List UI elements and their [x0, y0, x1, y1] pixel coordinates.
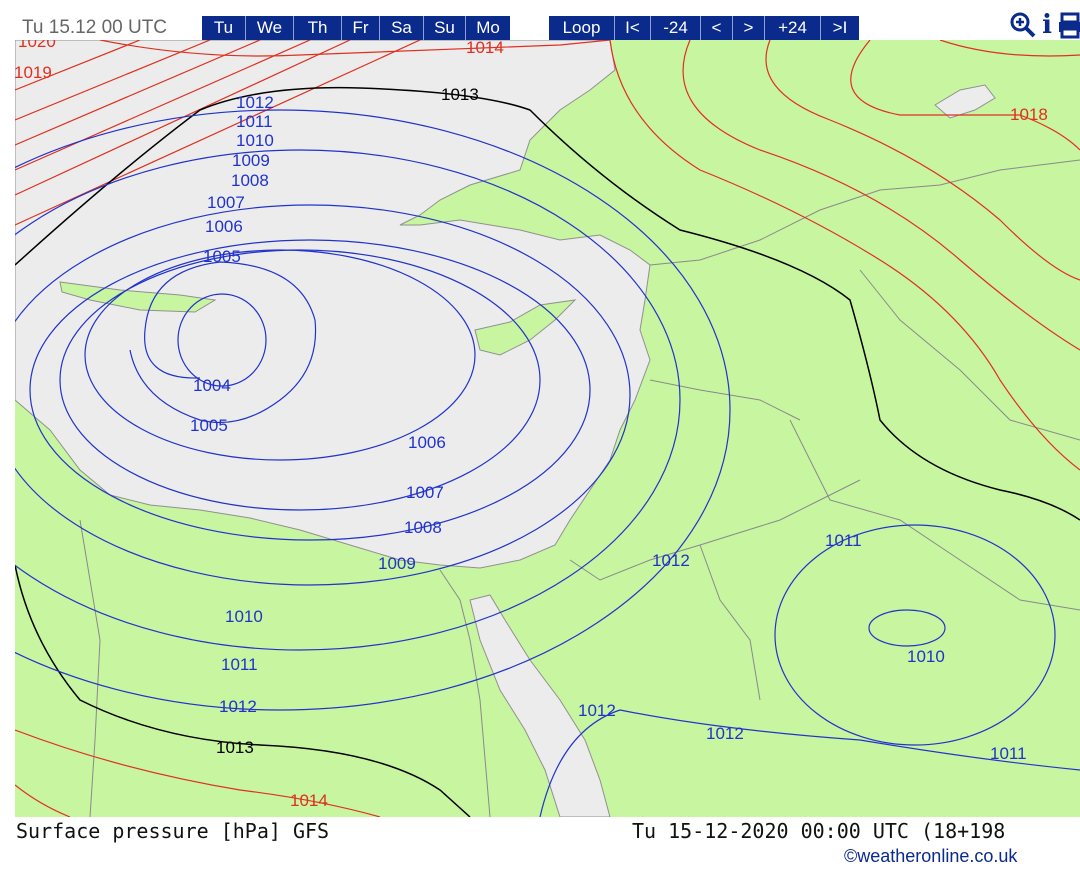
label-1004: 1004	[193, 376, 231, 395]
label-1011-north: 1011	[236, 112, 273, 131]
label-1013-south: 1013	[216, 738, 254, 757]
day-button-th[interactable]: Th	[294, 16, 342, 40]
animation-controls: Loop I< -24 < > +24 >I	[549, 16, 859, 40]
crete-island	[59, 281, 217, 313]
label-1012-north: 1012	[236, 93, 274, 112]
day-button-mo[interactable]: Mo	[466, 16, 510, 40]
label-1005-north: 1005	[203, 247, 241, 266]
day-button-tu[interactable]: Tu	[202, 16, 246, 40]
label-1012-east-a: 1012	[652, 551, 690, 570]
label-1011-south: 1011	[221, 655, 258, 674]
label-1009-north: 1009	[232, 151, 270, 170]
isobar-labels: 1020 1019 1014 1013 1012 1011 1010 1009 …	[15, 40, 1048, 810]
label-1011-east-a: 1011	[825, 531, 862, 550]
label-1010-north: 1010	[236, 131, 274, 150]
isobars-high-northwest	[15, 40, 611, 226]
label-1014-south: 1014	[290, 791, 328, 810]
isobar-1013	[15, 86, 1080, 817]
label-1012-east-c: 1012	[706, 724, 744, 743]
label-1020: 1020	[18, 40, 56, 51]
label-1006-south: 1006	[408, 433, 446, 452]
isobars-low	[15, 109, 731, 711]
label-1009-south: 1009	[378, 554, 416, 573]
minus-24-button[interactable]: -24	[651, 16, 701, 40]
label-1019: 1019	[15, 63, 52, 82]
print-icon[interactable]	[1058, 11, 1080, 39]
copyright-link[interactable]: ©weatheronline.co.uk	[844, 846, 1018, 866]
label-1018: 1018	[1010, 105, 1048, 124]
caspian-lake	[934, 84, 996, 119]
day-button-sa[interactable]: Sa	[380, 16, 424, 40]
last-frame-button[interactable]: >I	[821, 16, 859, 40]
valid-time: Tu 15-12-2020 00:00 UTC (18+198	[632, 819, 1006, 843]
next-button[interactable]: >	[733, 16, 765, 40]
plus-24-button[interactable]: +24	[765, 16, 821, 40]
label-1005-south: 1005	[190, 416, 228, 435]
isobars-low-east	[539, 524, 1080, 817]
country-borders	[79, 159, 1080, 817]
forecast-timestamp: Tu 15.12 00 UTC	[22, 17, 168, 38]
label-1008-south: 1008	[404, 518, 442, 537]
day-button-we[interactable]: We	[246, 16, 294, 40]
map-title: Surface pressure [hPa] GFS	[16, 819, 330, 843]
label-1008-north: 1008	[231, 171, 269, 190]
first-frame-button[interactable]: I<	[615, 16, 651, 40]
label-1012-south: 1012	[219, 697, 257, 716]
label-1007-south: 1007	[406, 483, 444, 502]
label-1012-east-b: 1012	[578, 701, 616, 720]
day-button-fr[interactable]: Fr	[342, 16, 380, 40]
cyprus-island	[474, 299, 577, 356]
day-button-su[interactable]: Su	[424, 16, 466, 40]
label-1013-north: 1013	[441, 85, 479, 104]
day-selector: Tu We Th Fr Sa Su Mo	[202, 16, 510, 40]
label-1010-south: 1010	[225, 607, 263, 626]
mediterranean-sea	[15, 40, 651, 569]
map-tools: i	[1010, 10, 1080, 40]
info-icon[interactable]: i	[1042, 10, 1052, 40]
label-1010-east: 1010	[907, 647, 945, 666]
zoom-in-icon[interactable]	[1010, 11, 1036, 39]
red-sea	[469, 594, 611, 817]
previous-button[interactable]: <	[701, 16, 733, 40]
isobars-high-east	[609, 40, 1080, 471]
surface-pressure-map: 1020 1019 1014 1013 1012 1011 1010 1009 …	[15, 40, 1080, 817]
label-1006-north: 1006	[205, 217, 243, 236]
loop-button[interactable]: Loop	[549, 16, 615, 40]
label-1007-north: 1007	[207, 193, 245, 212]
isobars-high-south	[15, 729, 381, 817]
label-1011-east-b: 1011	[990, 744, 1027, 763]
label-1014-north: 1014	[466, 40, 504, 57]
